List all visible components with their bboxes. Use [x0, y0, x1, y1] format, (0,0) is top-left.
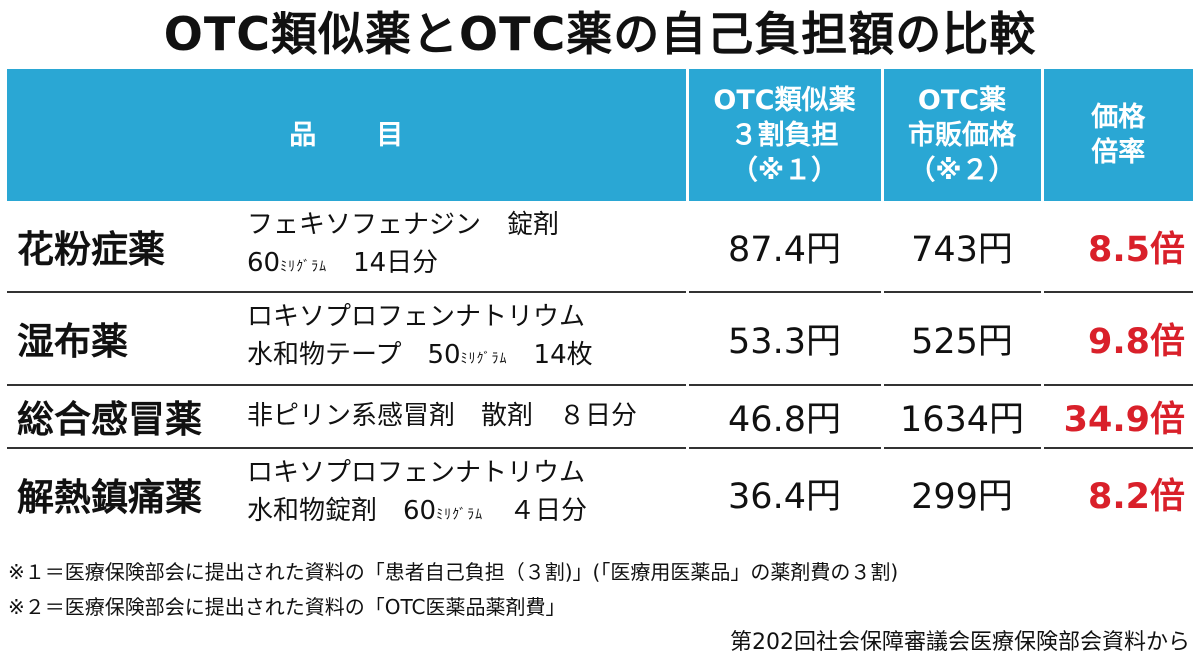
row-item-line2-b: 14日分 [327, 248, 439, 279]
row-item-line2-a: 水和物錠剤 60 [247, 495, 437, 526]
header-retail-line2: 市販価格 [908, 119, 1016, 151]
row-retail: 1634円 [880, 383, 1042, 448]
row-item-line2: 水和物錠剤 60ﾐﾘｸﾞﾗﾑ ４日分 [247, 492, 686, 534]
row-item-line2: 水和物テープ 50ﾐﾘｸﾞﾗﾑ 14枚 [247, 336, 686, 378]
row-category: 解熱鎮痛薬 [7, 446, 235, 539]
row-item-line1: ロキソプロフェンナトリウム [247, 457, 586, 488]
table-header-row: 品目 OTC類似薬 ３割負担 （※１） OTC薬 市販価格 （※２） 価格 倍率 [7, 69, 1193, 201]
header-copay-line1: OTC類似薬 [713, 84, 856, 116]
row-copay: 36.4円 [685, 446, 882, 539]
row-item: 非ピリン系感冒剤 散剤 ８日分 [235, 383, 687, 448]
header-copay-line3: （※１） [730, 154, 839, 186]
row-item-line1: フェキソフェナジン 錠剤 [247, 210, 560, 241]
row-retail: 299円 [880, 446, 1042, 539]
page-title: OTC類似薬とOTC薬の自己負担額の比較 [163, 7, 1037, 61]
row-item-line1: 非ピリン系感冒剤 散剤 ８日分 [247, 401, 638, 432]
dose-unit: ﾐﾘｸﾞﾗﾑ [436, 506, 484, 523]
row-item: ロキソプロフェンナトリウム 水和物錠剤 60ﾐﾘｸﾞﾗﾑ ４日分 [235, 446, 687, 539]
row-item-line2-b: ４日分 [483, 495, 588, 526]
table-row: 総合感冒薬 非ピリン系感冒剤 散剤 ８日分 46.8円 1634円 34.9倍 [7, 383, 1193, 448]
table-row: 解熱鎮痛薬 ロキソプロフェンナトリウム 水和物錠剤 60ﾐﾘｸﾞﾗﾑ ４日分 3… [7, 446, 1193, 539]
header-retail: OTC薬 市販価格 （※２） [880, 69, 1042, 201]
row-copay: 53.3円 [685, 291, 882, 385]
table-row: 花粉症薬 フェキソフェナジン 錠剤 60ﾐﾘｸﾞﾗﾑ 14日分 87.4円 74… [7, 201, 1193, 293]
row-ratio: 34.9倍 [1040, 383, 1193, 448]
row-category: 湿布薬 [7, 291, 235, 385]
row-ratio: 9.8倍 [1040, 291, 1193, 385]
dose-unit: ﾐﾘｸﾞﾗﾑ [280, 259, 328, 276]
row-item-line1: ロキソプロフェンナトリウム [247, 302, 586, 333]
row-ratio: 8.5倍 [1040, 201, 1193, 293]
row-category: 総合感冒薬 [7, 383, 235, 448]
table-row: 湿布薬 ロキソプロフェンナトリウム 水和物テープ 50ﾐﾘｸﾞﾗﾑ 14枚 53… [7, 291, 1193, 385]
header-retail-line3: （※２） [908, 154, 1016, 186]
row-item-line2-a: 60 [247, 248, 281, 279]
row-item-line2-b: 14枚 [507, 340, 593, 371]
header-retail-line1: OTC薬 [917, 84, 1007, 116]
source-note: 第202回社会保障審議会医療保険部会資料から [730, 630, 1190, 655]
row-retail: 525円 [880, 291, 1042, 385]
row-retail: 743円 [880, 201, 1042, 293]
row-item-line2: 60ﾐﾘｸﾞﾗﾑ 14日分 [247, 244, 686, 286]
row-copay: 46.8円 [685, 383, 882, 448]
row-ratio: 8.2倍 [1040, 446, 1193, 539]
footnote-1: ※１＝医療保険部会に提出された資料の「患者自己負担（３割)」(「医療用医薬品」の… [8, 560, 899, 584]
header-ratio-line1: 価格 [1091, 102, 1146, 133]
header-copay-line2: ３割負担 [730, 119, 839, 151]
header-ratio-line2: 倍率 [1091, 137, 1146, 168]
row-item: ロキソプロフェンナトリウム 水和物テープ 50ﾐﾘｸﾞﾗﾑ 14枚 [235, 291, 687, 385]
comparison-table: 品目 OTC類似薬 ３割負担 （※１） OTC薬 市販価格 （※２） 価格 倍率… [7, 69, 1193, 539]
row-copay: 87.4円 [685, 201, 882, 293]
header-item: 品目 [7, 69, 687, 201]
row-item: フェキソフェナジン 錠剤 60ﾐﾘｸﾞﾗﾑ 14日分 [235, 201, 687, 292]
dose-unit: ﾐﾘｸﾞﾗﾑ [460, 351, 508, 368]
header-copay: OTC類似薬 ３割負担 （※１） [685, 69, 882, 201]
row-category: 花粉症薬 [17, 228, 165, 272]
footnote-2: ※２＝医療保険部会に提出された資料の「OTC医薬品薬剤費」 [8, 595, 566, 619]
row-item-line2-a: 水和物テープ 50 [247, 340, 461, 371]
header-ratio: 価格 倍率 [1040, 69, 1193, 201]
